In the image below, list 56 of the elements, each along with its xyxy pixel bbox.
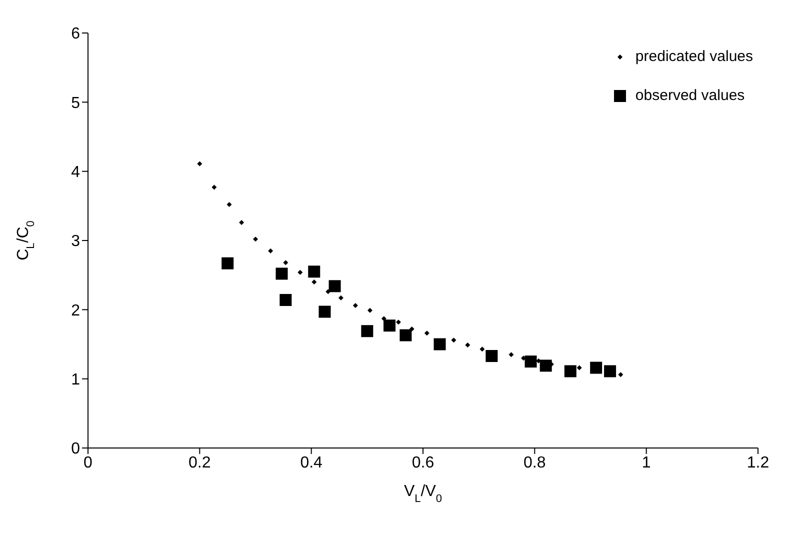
point — [451, 338, 456, 343]
point — [318, 306, 331, 318]
y-tick-label: 5 — [71, 94, 80, 112]
point — [508, 352, 514, 358]
point — [480, 346, 485, 352]
point — [312, 280, 317, 284]
x-tick-label: 0.6 — [412, 454, 434, 472]
legend-label: observed values — [635, 87, 745, 104]
x-axis-title: V$_{L}$/V$_{0}$ — [404, 483, 442, 505]
point — [226, 202, 232, 208]
point — [222, 257, 234, 270]
point — [253, 236, 258, 242]
point — [276, 268, 288, 280]
point — [268, 248, 274, 254]
point — [524, 356, 537, 368]
point — [338, 295, 344, 300]
point — [361, 325, 374, 338]
x-tick-label: 1 — [642, 454, 651, 472]
point — [308, 266, 320, 278]
point — [486, 350, 498, 362]
point — [465, 342, 470, 348]
point — [367, 308, 372, 313]
y-tick-label: 2 — [71, 302, 80, 320]
point — [618, 372, 624, 378]
point — [434, 338, 446, 350]
y-tick-label: 4 — [71, 164, 80, 182]
point — [400, 329, 412, 342]
point — [384, 320, 396, 332]
point — [280, 294, 292, 306]
point — [540, 360, 552, 372]
point — [239, 220, 244, 226]
point — [298, 270, 303, 275]
point — [283, 260, 288, 266]
point — [328, 280, 341, 292]
point — [564, 365, 576, 378]
point — [212, 184, 217, 190]
x-tick-label: 0.8 — [524, 454, 546, 472]
point — [409, 326, 414, 332]
x-tick-label: 0 — [84, 454, 93, 472]
y-tick-label: 1 — [71, 372, 80, 389]
point — [396, 320, 401, 325]
point — [424, 330, 430, 336]
point — [381, 316, 386, 322]
y-tick-label: 6 — [71, 26, 80, 43]
point — [604, 365, 616, 378]
y-tick-label: 0 — [71, 440, 80, 458]
x-tick-label: 0.4 — [300, 454, 323, 472]
legend-label: predicated values — [635, 48, 753, 65]
y-tick-label: 3 — [71, 233, 80, 250]
point — [326, 289, 331, 294]
x-tick-label: 1.2 — [746, 454, 770, 472]
point — [352, 303, 358, 308]
point — [197, 161, 202, 166]
point — [576, 365, 582, 370]
x-tick-label: 0.2 — [188, 454, 211, 472]
point — [590, 362, 602, 374]
